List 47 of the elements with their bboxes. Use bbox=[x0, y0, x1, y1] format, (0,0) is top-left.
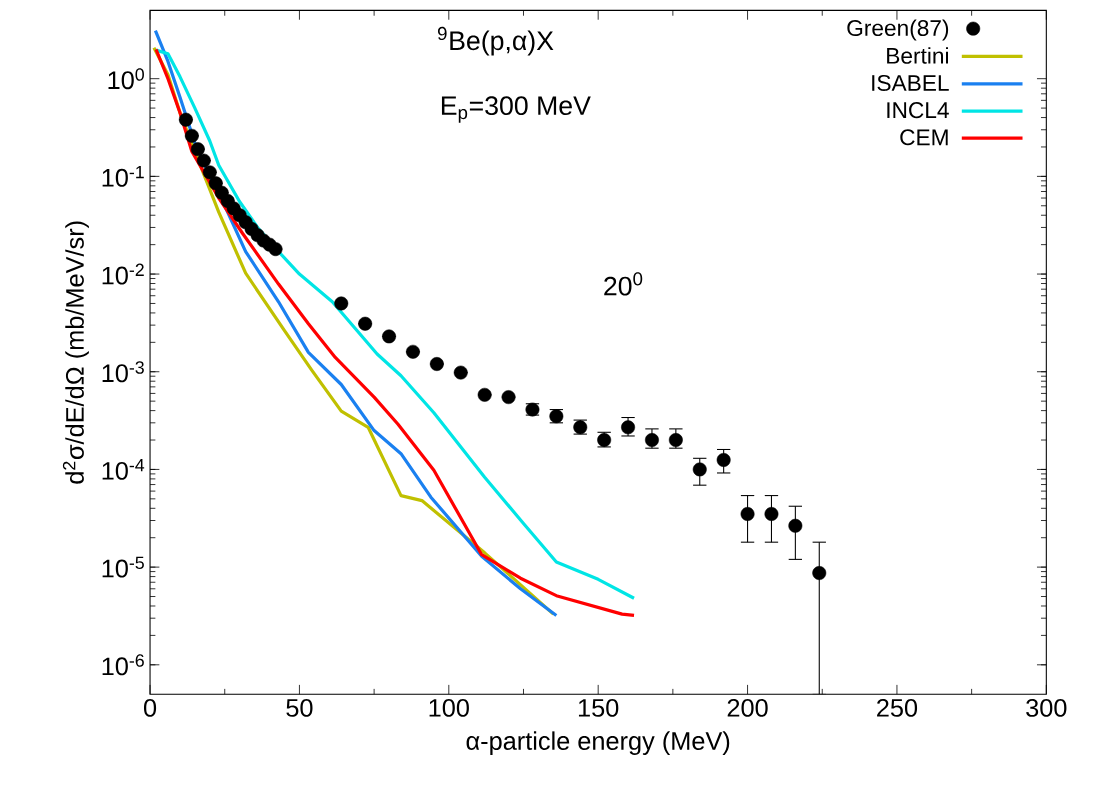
point bbox=[190, 142, 205, 156]
x-tick-label: 300 bbox=[1026, 698, 1067, 717]
point bbox=[178, 112, 193, 127]
point bbox=[740, 506, 755, 521]
point bbox=[196, 153, 211, 168]
x-tick-label: 50 bbox=[286, 698, 313, 717]
x-tick-label: 200 bbox=[727, 698, 768, 717]
y-tick-label: 10$^{-5}$ bbox=[102, 556, 144, 578]
legend-label: INCL4 bbox=[887, 102, 949, 119]
point bbox=[645, 432, 659, 447]
x-axis-title: α-particle energy (MeV) bbox=[466, 731, 730, 755]
y-axis-title: d$^{2}$σ/dE/dΩ (mb/MeV/sr) bbox=[62, 221, 89, 484]
x-tick-label: 0 bbox=[143, 698, 157, 717]
x-tick-label: 250 bbox=[877, 698, 918, 717]
point bbox=[788, 518, 803, 533]
point bbox=[764, 506, 779, 521]
legend-label: ISABEL bbox=[872, 74, 949, 91]
point bbox=[268, 242, 283, 256]
legend-label: CEM bbox=[900, 129, 948, 146]
y-tick-label: 10$^{0}$ bbox=[108, 68, 144, 90]
point bbox=[692, 462, 707, 477]
point bbox=[358, 316, 373, 331]
point bbox=[334, 296, 349, 311]
point bbox=[202, 165, 217, 180]
annotation: 20$^{0}$ bbox=[604, 272, 643, 296]
point bbox=[406, 344, 420, 359]
y-tick-label: 10$^{-4}$ bbox=[102, 458, 145, 480]
point bbox=[184, 128, 199, 143]
annotation: E$_{p}$=300 MeV bbox=[441, 96, 591, 123]
point bbox=[429, 356, 444, 371]
point bbox=[812, 565, 827, 580]
point bbox=[621, 420, 635, 435]
y-tick-label: 10$^{-2}$ bbox=[102, 263, 144, 285]
y-tick-label: 10$^{-3}$ bbox=[102, 361, 144, 383]
annotation: $^{9}$Be(p,α)X bbox=[437, 26, 554, 56]
x-tick-label: 150 bbox=[578, 698, 619, 717]
x-tick-label: 100 bbox=[429, 698, 469, 717]
point bbox=[501, 390, 516, 404]
legend-label: Green(87) bbox=[847, 19, 949, 41]
point bbox=[716, 452, 731, 467]
point bbox=[668, 432, 683, 447]
y-tick-label: 10$^{-1}$ bbox=[102, 165, 144, 187]
point bbox=[453, 365, 468, 380]
legend-label: Bertini bbox=[887, 47, 948, 64]
point bbox=[477, 387, 492, 402]
y-tick-label: 10$^{-6}$ bbox=[102, 654, 144, 676]
point bbox=[382, 329, 396, 344]
